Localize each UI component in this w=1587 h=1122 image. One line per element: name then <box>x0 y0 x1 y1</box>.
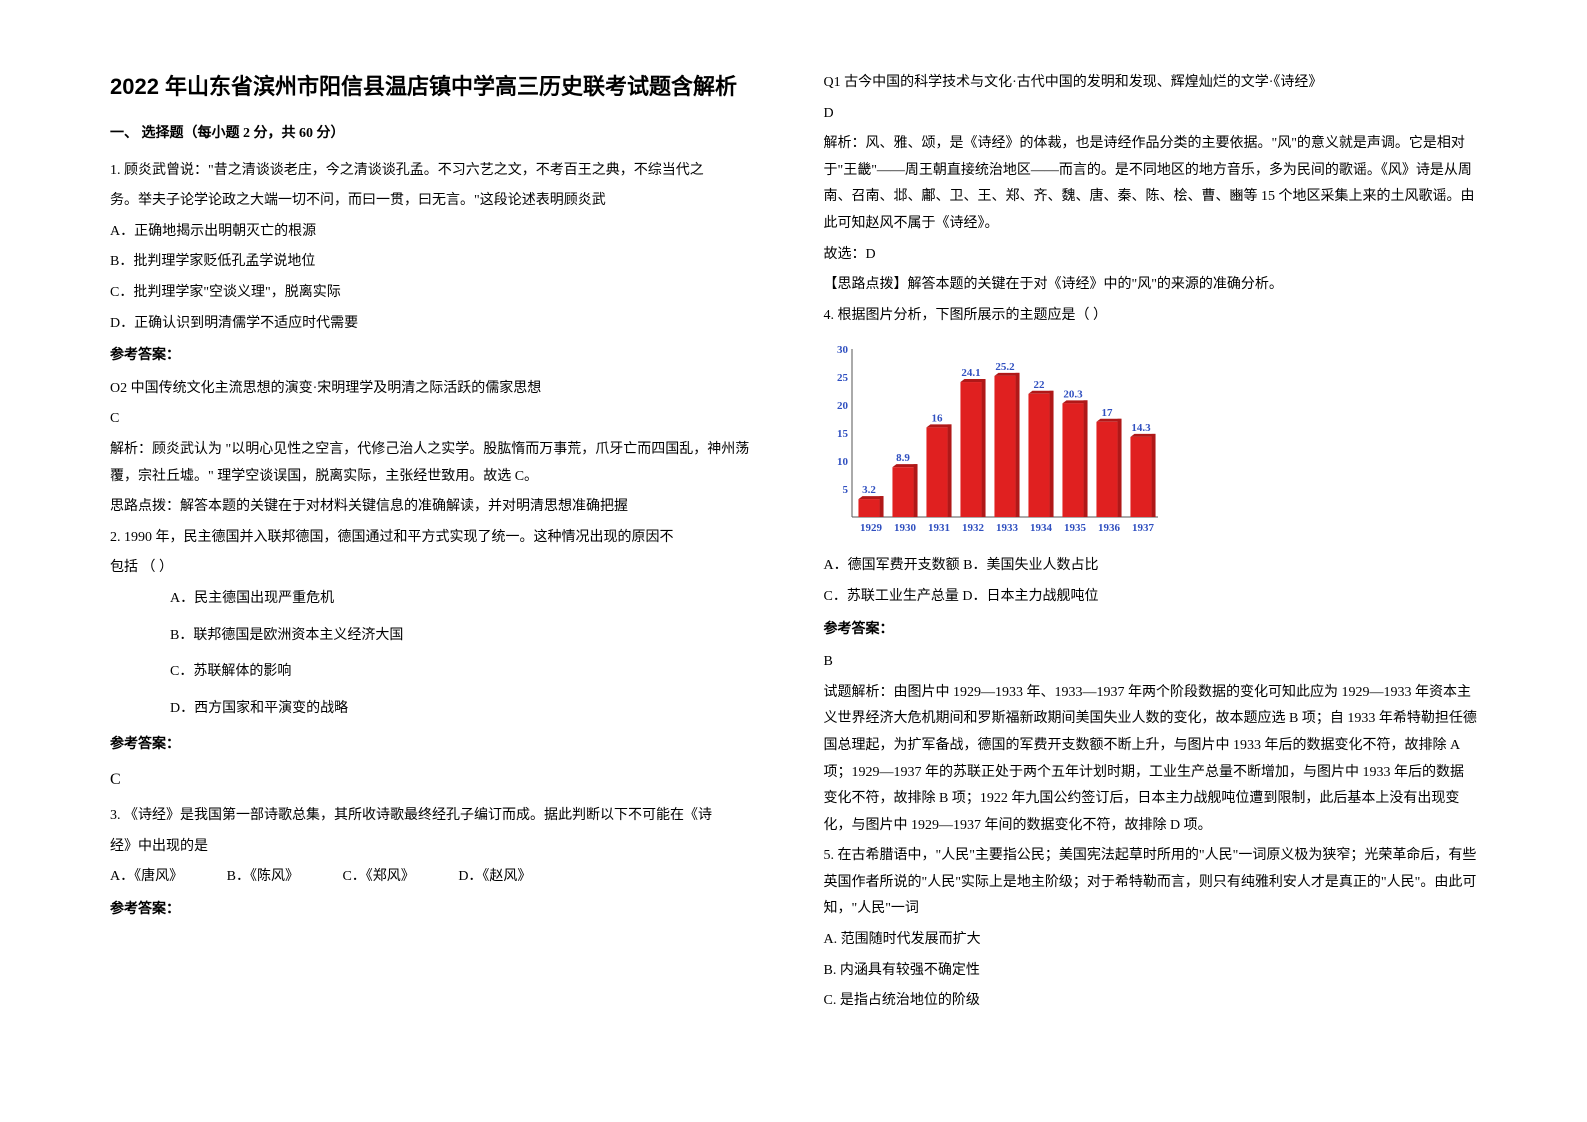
q4-answer-label: 参考答案： <box>824 617 1478 644</box>
q5-opt-a: A. 范围随时代发展而扩大 <box>824 927 1478 954</box>
svg-text:16: 16 <box>931 413 943 425</box>
svg-text:1932: 1932 <box>962 522 985 534</box>
svg-text:25.2: 25.2 <box>995 361 1015 373</box>
q1-opt-b: B．批判理学家贬低孔孟学说地位 <box>110 249 764 276</box>
svg-text:25: 25 <box>837 372 849 384</box>
left-column: 2022 年山东省滨州市阳信县温店镇中学高三历史联考试题含解析 一、 选择题（每… <box>110 70 764 1082</box>
q4-opt-ab: A．德国军费开支数额 B．美国失业人数占比 <box>824 553 1478 580</box>
q2-stem-l2: 包括 （ ） <box>110 555 764 582</box>
q3-ans-line3: 故选：D <box>824 242 1478 269</box>
q4-ans-letter: B <box>824 649 1478 676</box>
svg-text:1931: 1931 <box>928 522 950 534</box>
q4-opt-cd: C．苏联工业生产总量 D．日本主力战舰吨位 <box>824 584 1478 611</box>
q1-stem-l2: 务。举夫子论学论政之大端一切不问，而曰一贯，曰无言。"这段论述表明顾炎武 <box>110 188 764 215</box>
q1-ans-line3: 思路点拨：解答本题的关键在于对材料关键信息的准确解读，并对明清思想准确把握 <box>110 494 764 521</box>
svg-text:10: 10 <box>837 456 849 468</box>
q3-opt-b: B．《陈风》 <box>227 864 299 891</box>
q3-opt-a: A．《唐风》 <box>110 864 183 891</box>
q4-stem: 4. 根据图片分析，下图所展示的主题应是（ ） <box>824 303 1478 330</box>
q3-opt-c: C．《郑风》 <box>342 864 414 891</box>
svg-text:30: 30 <box>837 344 849 356</box>
svg-text:14.3: 14.3 <box>1131 422 1151 434</box>
q3-stem-l2: 经》中出现的是 <box>110 834 764 861</box>
q1-opt-d: D．正确认识到明清儒学不适应时代需要 <box>110 311 764 338</box>
q1-answer-label: 参考答案： <box>110 343 764 370</box>
q3-ans-line4: 【思路点拨】解答本题的关键在于对《诗经》中的"风"的来源的准确分析。 <box>824 272 1478 299</box>
q3-stem-l1: 3. 《诗经》是我国第一部诗歌总集，其所收诗歌最终经孔子编订而成。据此判断以下不… <box>110 803 764 830</box>
right-column: Q1 古今中国的科学技术与文化·古代中国的发明和发现、辉煌灿烂的文学·《诗经》 … <box>824 70 1478 1082</box>
q1-opt-a: A．正确地揭示出明朝灭亡的根源 <box>110 219 764 246</box>
q4-explanation: 试题解析：由图片中 1929—1933 年、1933—1937 年两个阶段数据的… <box>824 680 1478 840</box>
svg-text:5: 5 <box>842 484 848 496</box>
q2-options: A．民主德国出现严重危机 B．联邦德国是欧洲资本主义经济大国 C．苏联解体的影响… <box>110 586 764 722</box>
q2-ans-letter: C <box>110 765 764 795</box>
doc-title: 2022 年山东省滨州市阳信县温店镇中学高三历史联考试题含解析 <box>110 70 764 103</box>
svg-text:3.2: 3.2 <box>862 484 876 496</box>
q2-opt-a: A．民主德国出现严重危机 <box>110 586 764 613</box>
q2-opt-b: B．联邦德国是欧洲资本主义经济大国 <box>110 623 764 650</box>
q2-opt-c: C．苏联解体的影响 <box>110 659 764 686</box>
svg-text:17: 17 <box>1101 407 1113 419</box>
q3-options: A．《唐风》 B．《陈风》 C．《郑风》 D．《赵风》 <box>110 864 764 891</box>
svg-text:20.3: 20.3 <box>1063 389 1083 401</box>
q5-opt-c: C. 是指占统治地位的阶级 <box>824 988 1478 1015</box>
svg-text:1933: 1933 <box>996 522 1019 534</box>
q2-stem-l1: 2. 1990 年，民主德国并入联邦德国，德国通过和平方式实现了统一。这种情况出… <box>110 525 764 552</box>
svg-text:22: 22 <box>1033 379 1045 391</box>
svg-text:1937: 1937 <box>1132 522 1155 534</box>
svg-text:15: 15 <box>837 428 849 440</box>
svg-text:24.1: 24.1 <box>961 367 980 379</box>
svg-text:1935: 1935 <box>1064 522 1087 534</box>
q3-ans-line2: 解析：风、雅、颂，是《诗经》的体裁，也是诗经作品分类的主要依据。"风"的意义就是… <box>824 131 1478 237</box>
q3-ans-letter: D <box>824 101 1478 128</box>
q1-ans-line1: O2 中国传统文化主流思想的演变·宋明理学及明清之际活跃的儒家思想 <box>110 376 764 403</box>
svg-text:1934: 1934 <box>1030 522 1053 534</box>
q3-ans-line1: Q1 古今中国的科学技术与文化·古代中国的发明和发现、辉煌灿烂的文学·《诗经》 <box>824 70 1478 97</box>
q1-ans-line2: 解析：顾炎武认为 "以明心见性之空言，代修己治人之实学。股肱惰而万事荒，爪牙亡而… <box>110 437 764 490</box>
q4-chart: 5 10 15 20 25 30 3.2 1929 8.9 1930 16 1931 24.1 1932 2… <box>824 337 1478 537</box>
svg-text:1936: 1936 <box>1098 522 1121 534</box>
svg-text:1929: 1929 <box>860 522 883 534</box>
q5-stem: 5. 在古希腊语中，"人民"主要指公民；美国宪法起草时所用的"人民"一词原义极为… <box>824 843 1478 923</box>
q1-ans-letter: C <box>110 406 764 433</box>
bar-chart-svg: 5 10 15 20 25 30 3.2 1929 8.9 1930 16 1931 24.1 1932 2… <box>824 337 1164 537</box>
q3-opt-d: D．《赵风》 <box>458 864 531 891</box>
q1-opt-c: C．批判理学家"空谈义理"，脱离实际 <box>110 280 764 307</box>
q3-answer-label: 参考答案： <box>110 897 764 924</box>
q2-answer-label: 参考答案： <box>110 732 764 759</box>
q5-opt-b: B. 内涵具有较强不确定性 <box>824 958 1478 985</box>
svg-text:8.9: 8.9 <box>896 453 910 465</box>
q1-stem-l1: 1. 顾炎武曾说："昔之清谈谈老庄，今之清谈谈孔孟。不习六艺之文，不考百王之典，… <box>110 158 764 185</box>
q2-opt-d: D．西方国家和平演变的战略 <box>110 696 764 723</box>
svg-text:20: 20 <box>837 400 849 412</box>
section-1-title: 一、 选择题（每小题 2 分，共 60 分） <box>110 121 764 148</box>
svg-text:1930: 1930 <box>894 522 917 534</box>
